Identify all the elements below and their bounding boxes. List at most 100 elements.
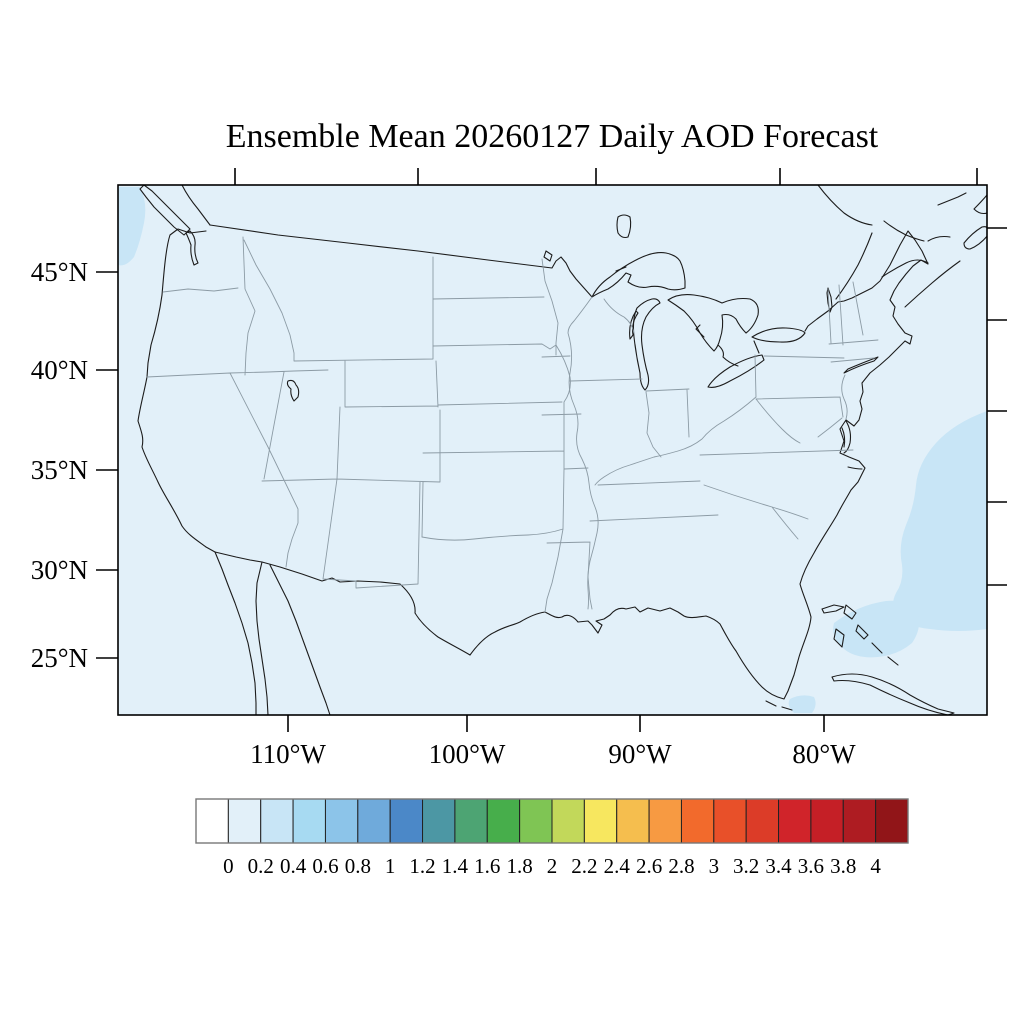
colorbar-tick-label: 3.8 <box>830 854 856 878</box>
lat-tick-label: 45°N <box>31 257 88 287</box>
cuba-coast <box>831 673 955 715</box>
colorbar-tick-label: 3.2 <box>733 854 759 878</box>
andros-island <box>833 628 845 648</box>
green-bay <box>629 310 639 340</box>
baja-west-coast <box>214 551 257 715</box>
aod-patch-florida-straits <box>788 695 816 713</box>
lake-of-the-woods <box>543 250 553 262</box>
detroit-river <box>717 344 739 367</box>
colorbar-cell <box>842 798 877 844</box>
pamlico-sound <box>847 466 863 470</box>
bc-mainland-coast <box>181 185 211 226</box>
state-borders-plains <box>421 258 593 613</box>
lon-tick-label: 100°W <box>429 739 506 769</box>
colorbar-cell <box>357 798 391 844</box>
colorbar-tick-label: 1 <box>385 854 396 878</box>
colorbar-frame <box>195 798 909 844</box>
colorbar-cell <box>875 798 909 844</box>
colorbar-cell <box>648 798 682 844</box>
grand-bahama <box>821 604 845 614</box>
florida-keys <box>765 700 793 711</box>
colorbar-cell <box>583 798 618 844</box>
plot-title: Ensemble Mean 20260127 Daily AOD Forecas… <box>226 118 879 155</box>
new-brunswick-coast <box>881 259 929 278</box>
colorbar-cell <box>745 798 780 844</box>
colorbar-tick-label: 1.4 <box>442 854 469 878</box>
cape-breton-island <box>963 226 987 250</box>
abaco-island <box>843 604 857 620</box>
lon-tick-label: 110°W <box>250 739 326 769</box>
lake-erie <box>707 354 765 388</box>
lake-nipigon <box>616 214 632 239</box>
mexico-mainland-coast <box>269 564 331 715</box>
conus-coastline <box>137 228 929 700</box>
gaspe-coast <box>883 220 925 242</box>
st-lawrence-river <box>835 232 873 300</box>
colorbar-tick-label: 3.6 <box>798 854 824 878</box>
colorbar-tick-label: 0.6 <box>312 854 338 878</box>
canada-border <box>209 224 593 298</box>
quebec-north-shore <box>817 185 873 226</box>
lon-tick-label: 80°W <box>792 739 856 769</box>
colorbar-cell <box>680 798 715 844</box>
lat-tick-label: 25°N <box>31 643 88 673</box>
lon-tick-label: 90°W <box>608 739 672 769</box>
lat-tick-label: 35°N <box>31 455 88 485</box>
colorbar-cell <box>519 798 553 844</box>
map-frame <box>117 184 988 716</box>
colorbar-cell <box>778 798 812 844</box>
colorbar-tick-label: 0.2 <box>248 854 274 878</box>
saginaw-bay <box>695 324 705 338</box>
baja-east-coast <box>255 561 269 715</box>
state-borders-midwest <box>567 296 757 610</box>
state-borders-south <box>589 449 854 540</box>
lat-tick-label: 30°N <box>31 555 88 585</box>
map-layer <box>118 185 987 715</box>
axes-layer: 45°N 40°N 35°N 30°N 25°N 110°W 100°W 90°W 80°W <box>31 168 1007 769</box>
colorbar-tick-label: 1.8 <box>507 854 533 878</box>
nova-scotia <box>904 260 961 308</box>
colorbar-cell <box>616 798 650 844</box>
colorbar-tick-label: 2.2 <box>571 854 597 878</box>
vancouver-island <box>139 185 191 236</box>
lat-tick-label: 40°N <box>31 355 88 385</box>
colorbar-tick-label: 0.4 <box>280 854 307 878</box>
colorbar-cell <box>551 798 585 844</box>
anticosti-island <box>937 192 967 206</box>
state-border-layer <box>146 236 879 613</box>
bahamas-dashes <box>871 642 899 666</box>
colorbar-tick-label: 2 <box>547 854 558 878</box>
delmarva-shore <box>843 420 852 454</box>
colorbar-cell <box>713 798 747 844</box>
lake-superior <box>591 252 686 298</box>
newfoundland-corner <box>973 194 987 215</box>
great-salt-lake <box>286 379 300 402</box>
eleuthera-island <box>855 624 869 640</box>
colorbar-tick-label: 2.6 <box>636 854 662 878</box>
colorbar-cell <box>486 798 521 844</box>
lake-ontario <box>751 327 806 343</box>
colorbar-tick-label: 2.4 <box>604 854 631 878</box>
colorbar-cell <box>454 798 488 844</box>
long-island <box>843 356 879 374</box>
aod-patch-pacific-nw <box>118 187 146 266</box>
colorbar-cell <box>422 798 456 844</box>
colorbar-tick-label: 3.4 <box>765 854 792 878</box>
colorbar-tick-label: 0 <box>223 854 234 878</box>
puget-sound <box>185 230 199 266</box>
colorbar-cell <box>227 798 262 844</box>
colorbar: 0 0.2 0.4 0.6 0.8 1 1.2 1.4 1.6 1.8 2 2.2 2.4 2.6 2.8 3… <box>195 798 909 878</box>
colorbar-tick-label: 2.8 <box>668 854 694 878</box>
lake-champlain <box>826 287 833 313</box>
lake-michigan <box>632 298 661 391</box>
colorbar-tick-label: 1.2 <box>409 854 435 878</box>
colorbar-cell <box>195 798 229 844</box>
state-borders-west <box>146 236 441 589</box>
colorbar-cell <box>324 798 359 844</box>
colorbar-tick-label: 3 <box>709 854 720 878</box>
isle-royale <box>615 266 627 272</box>
colorbar-cell <box>389 798 424 844</box>
colorbar-tick-label: 1.6 <box>474 854 500 878</box>
